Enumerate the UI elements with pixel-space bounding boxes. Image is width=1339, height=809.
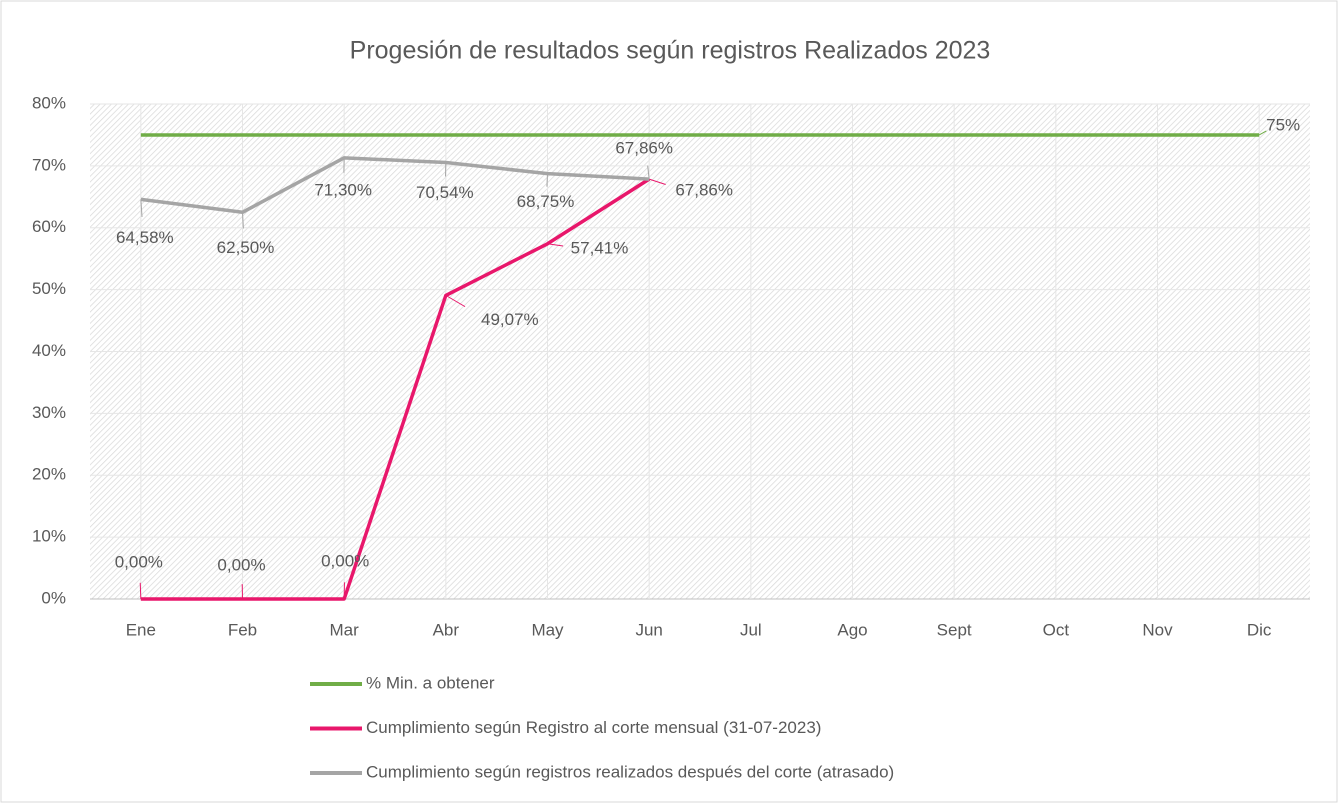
x-tick-label: Ago (837, 620, 867, 639)
y-tick-label: 10% (32, 527, 66, 546)
y-tick-label: 80% (32, 93, 66, 112)
legend-label: Cumplimiento según Registro al corte men… (366, 718, 821, 737)
x-tick-label: Nov (1142, 620, 1173, 639)
chart-title: Progesión de resultados según registros … (350, 37, 991, 65)
data-label: 71,30% (314, 180, 372, 199)
x-tick-label: Abr (433, 620, 460, 639)
x-tick-label: Mar (330, 620, 360, 639)
x-tick-label: Feb (228, 620, 257, 639)
data-label: 67,86% (675, 181, 733, 200)
x-tick-label: Ene (126, 620, 156, 639)
data-label: 0,00% (217, 555, 265, 574)
y-tick-label: 50% (32, 279, 66, 298)
legend-label: % Min. a obtener (366, 673, 495, 692)
y-tick-label: 40% (32, 341, 66, 360)
x-tick-label: Jun (635, 620, 662, 639)
data-label: 75% (1266, 115, 1300, 134)
y-tick-label: 30% (32, 403, 66, 422)
data-label: 0,00% (321, 551, 369, 570)
legend-label: Cumplimiento según registros realizados … (366, 762, 894, 781)
data-label: 57,41% (571, 238, 629, 257)
data-label: 0,00% (115, 552, 163, 571)
leader-line (140, 583, 141, 599)
x-tick-label: Dic (1247, 620, 1272, 639)
data-label: 68,75% (517, 192, 575, 211)
y-tick-label: 70% (32, 155, 66, 174)
data-label: 64,58% (116, 228, 174, 247)
y-tick-label: 0% (41, 588, 66, 607)
x-tick-label: Oct (1043, 620, 1070, 639)
x-tick-label: Sept (937, 620, 972, 639)
data-label: 67,86% (615, 139, 673, 158)
data-label: 70,54% (416, 183, 474, 202)
y-tick-label: 60% (32, 217, 66, 236)
data-label: 62,50% (217, 238, 275, 257)
x-tick-label: Jul (740, 620, 762, 639)
data-label: 49,07% (481, 310, 539, 329)
x-tick-label: May (531, 620, 564, 639)
leader-line (547, 174, 548, 187)
y-tick-label: 20% (32, 465, 66, 484)
